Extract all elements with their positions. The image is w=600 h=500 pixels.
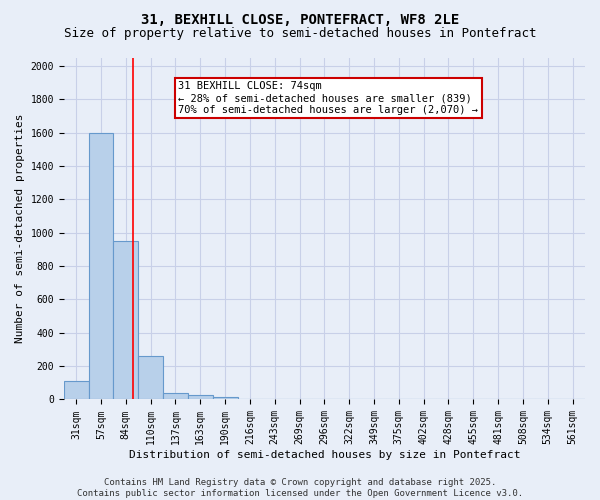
Bar — [113, 241, 138, 400]
X-axis label: Distribution of semi-detached houses by size in Pontefract: Distribution of semi-detached houses by … — [128, 450, 520, 460]
Text: 31, BEXHILL CLOSE, PONTEFRACT, WF8 2LE: 31, BEXHILL CLOSE, PONTEFRACT, WF8 2LE — [141, 12, 459, 26]
Bar — [89, 132, 113, 400]
Text: 31 BEXHILL CLOSE: 74sqm
← 28% of semi-detached houses are smaller (839)
70% of s: 31 BEXHILL CLOSE: 74sqm ← 28% of semi-de… — [178, 82, 478, 114]
Bar — [64, 381, 89, 400]
Bar — [138, 356, 163, 400]
Text: Contains HM Land Registry data © Crown copyright and database right 2025.
Contai: Contains HM Land Registry data © Crown c… — [77, 478, 523, 498]
Bar — [188, 396, 212, 400]
Y-axis label: Number of semi-detached properties: Number of semi-detached properties — [15, 114, 25, 343]
Bar — [163, 393, 188, 400]
Bar — [212, 397, 238, 400]
Text: Size of property relative to semi-detached houses in Pontefract: Size of property relative to semi-detach… — [64, 28, 536, 40]
